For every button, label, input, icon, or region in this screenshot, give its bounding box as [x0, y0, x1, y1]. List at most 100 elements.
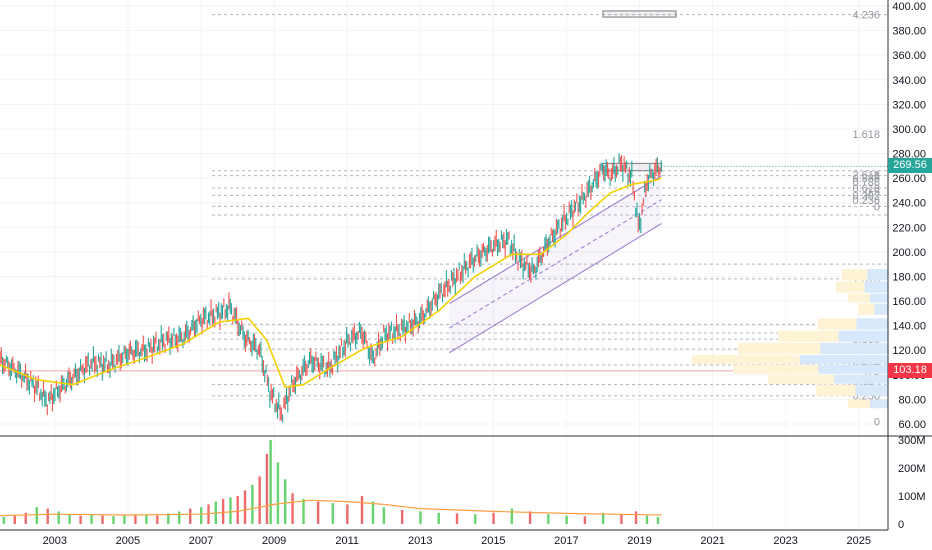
volume-bar-52	[634, 511, 638, 524]
volume-profile	[692, 269, 888, 409]
volume-bar-48	[565, 515, 568, 524]
y-tick-label-7: 260.00	[892, 173, 926, 185]
x-tick-label-10: 2023	[773, 535, 797, 547]
channel-lower-line	[449, 223, 662, 354]
volume-bar-10	[112, 516, 115, 524]
volume-bar-35	[346, 504, 349, 524]
volume-bar-36	[360, 496, 364, 524]
x-tick-label-7: 2017	[554, 535, 578, 547]
fib-upper-label-1: 2.618	[852, 169, 880, 181]
y-tick-label-4: 320.00	[892, 99, 926, 111]
volume-bar-2	[24, 512, 27, 524]
volume-bar-49	[583, 516, 587, 524]
volume-bar-51	[620, 514, 623, 524]
volume-profile-bar-down-3	[874, 303, 888, 315]
grid	[0, 0, 888, 530]
volume-profile-bar-down-2	[870, 293, 888, 303]
volume-bar-45	[510, 508, 514, 524]
volume-bar-12	[134, 515, 137, 524]
marker-box	[602, 10, 677, 18]
volume-profile-bar-down-11	[870, 399, 888, 409]
volume-profile-bar-up-3	[858, 303, 875, 315]
fib-upper-label-3: 1	[874, 171, 880, 183]
volume-profile-bar-up-6	[738, 342, 821, 355]
volume-profile-bar-up-4	[818, 318, 857, 330]
volume-profile-bar-up-1	[836, 281, 865, 293]
volume-profile-bar-down-0	[867, 269, 888, 281]
fib-upper-label-9: 0.236	[852, 195, 880, 207]
volume-bar-1	[13, 515, 17, 524]
volume-bar-50	[601, 512, 605, 524]
volume-y-tick-label-3: 0	[898, 519, 904, 531]
volume-bar-4	[46, 508, 49, 524]
x-tick-label-1: 2005	[116, 535, 140, 547]
channel-fill	[449, 175, 662, 353]
volume-bar-7	[79, 515, 82, 524]
volume-bar-23	[236, 496, 239, 524]
volume-y-tick-label-2: 100M	[898, 491, 926, 503]
y-tick-label-1: 380.00	[892, 26, 926, 38]
volume-profile-bar-down-10	[855, 384, 888, 396]
volume-bar-31	[291, 493, 294, 524]
volume-bar-34	[331, 503, 334, 524]
fib-upper-label-0: 4.236	[852, 10, 880, 22]
volume-bar-13	[145, 514, 148, 524]
volume-profile-bar-up-9	[768, 374, 834, 384]
volume-bar-32	[302, 498, 305, 524]
volume-profile-bar-up-8	[733, 364, 819, 374]
volume-bar-22	[229, 497, 232, 524]
volume-profile-bar-down-6	[820, 342, 888, 355]
volume-bar-54	[656, 517, 660, 524]
volume-bar-15	[167, 513, 170, 524]
volume-bar-3	[35, 507, 38, 524]
volume-bar-33	[316, 501, 320, 524]
volume-bar-24	[243, 490, 247, 524]
volume-pane	[0, 440, 662, 524]
volume-y-tick-label-0: 300M	[898, 435, 926, 447]
y-tick-label-13: 140.00	[892, 321, 926, 333]
volume-bar-46	[528, 511, 532, 524]
reference-price-tag: 103.18	[888, 362, 932, 378]
x-tick-label-6: 2015	[481, 535, 505, 547]
volume-bar-47	[547, 514, 550, 524]
fib-upper-label-6: 0.618	[852, 183, 880, 195]
volume-bar-16	[178, 511, 181, 524]
fib-upper-label-4: 0.886	[852, 173, 880, 185]
volume-bar-21	[221, 498, 225, 524]
y-tick-label-5: 300.00	[892, 124, 926, 136]
fib-upper-label-7: 0.5	[865, 187, 880, 199]
volume-bar-6	[68, 514, 71, 524]
last-price-tag: 269.56	[888, 158, 932, 174]
channel-mid-line	[449, 199, 662, 329]
volume-bar-42	[455, 513, 459, 524]
volume-profile-bar-down-4	[856, 318, 888, 330]
x-tick-label-2: 2007	[189, 535, 213, 547]
fib-upper-label-5: 0.786	[852, 177, 880, 189]
volume-profile-bar-up-5	[778, 330, 839, 342]
x-tick-label-11: 2025	[847, 535, 871, 547]
x-tick-label-3: 2009	[262, 535, 286, 547]
volume-bar-29	[276, 462, 280, 524]
moving-average-line	[0, 177, 662, 388]
volume-bar-11	[123, 515, 126, 524]
x-tick-label-9: 2021	[700, 535, 724, 547]
y-tick-label-3: 340.00	[892, 75, 926, 87]
volume-bar-5	[57, 511, 60, 524]
y-tick-label-14: 120.00	[892, 345, 926, 357]
y-tick-label-2: 360.00	[892, 50, 926, 62]
volume-bar-28	[269, 440, 272, 524]
x-tick-label-8: 2019	[627, 535, 651, 547]
x-tick-label-0: 2003	[43, 535, 67, 547]
x-tick-label-4: 2011	[335, 535, 359, 547]
volume-bar-18	[199, 507, 203, 524]
volume-bar-30	[284, 479, 287, 524]
y-tick-label-9: 220.00	[892, 222, 926, 234]
volume-bar-0	[2, 517, 6, 524]
fib-upper-label-8: 0.382	[852, 190, 880, 202]
volume-bar-37	[371, 501, 375, 524]
volume-bar-26	[258, 476, 261, 524]
volume-bar-27	[265, 454, 269, 524]
y-tick-label-12: 160.00	[892, 296, 926, 308]
